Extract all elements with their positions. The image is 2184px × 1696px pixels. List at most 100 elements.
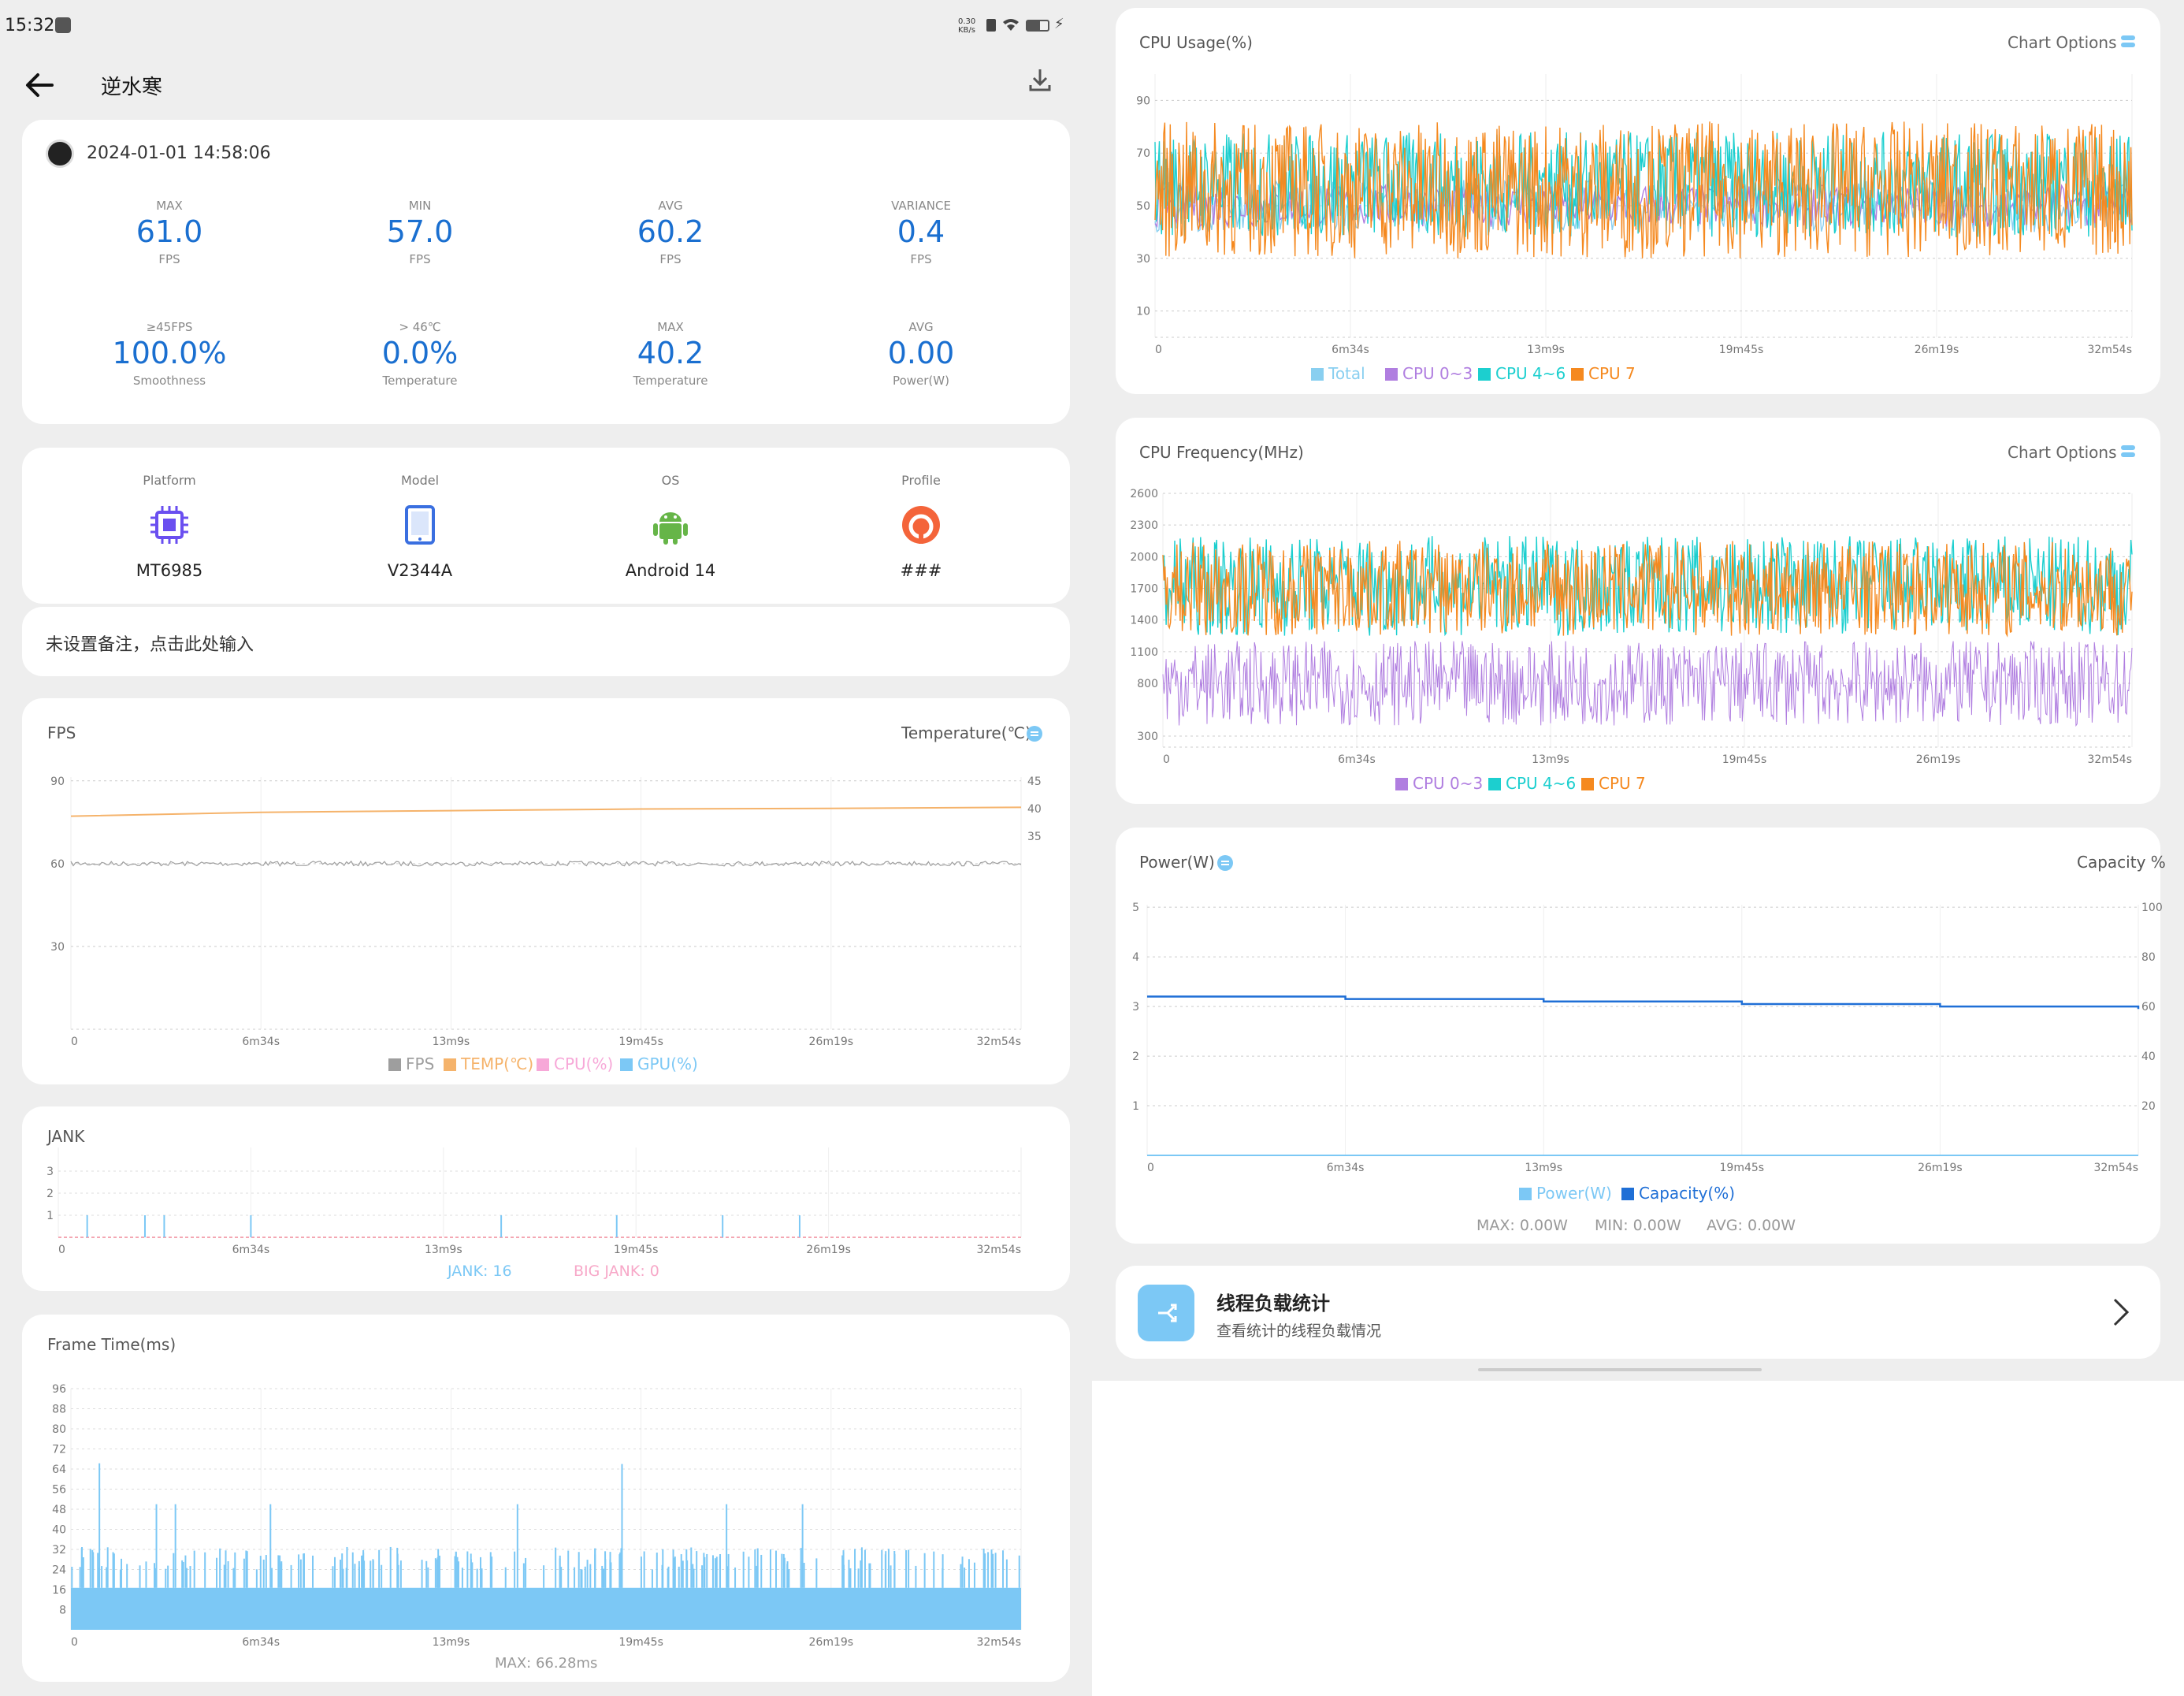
power-avg: AVG: 0.00W bbox=[1707, 1217, 1796, 1234]
y-tick-label: 8 bbox=[59, 1605, 66, 1617]
x-tick-label: 19m45s bbox=[1719, 344, 1764, 356]
jank-count: JANK: 16 bbox=[448, 1263, 512, 1280]
x-tick-label: 13m9s bbox=[1525, 1162, 1562, 1174]
fps-chart: 90 60 30 45 40 35 0 6m34s 13m9s 19m45s 26m19s 32m54… bbox=[50, 775, 1042, 1073]
jank-chart: 3 2 1 0 6m34s 13m9s 19m45s 26m19s 32m54s bbox=[46, 1147, 1022, 1256]
legend-label: Capacity(%) bbox=[1639, 1184, 1735, 1203]
legend-swatch bbox=[1581, 778, 1594, 790]
stat-value: 61.0 bbox=[136, 214, 203, 249]
legend-swatch bbox=[1621, 1188, 1634, 1200]
legend-label: CPU 0~3 bbox=[1402, 364, 1473, 383]
frametime-chart-title: Frame Time(ms) bbox=[47, 1335, 176, 1354]
legend-swatch bbox=[1395, 778, 1408, 790]
cpu03-line bbox=[1162, 641, 2133, 727]
download-icon[interactable] bbox=[1029, 68, 1051, 91]
y-tick-label: 32 bbox=[52, 1544, 66, 1557]
cpu-freq-options-button[interactable]: Chart Options bbox=[2008, 443, 2117, 462]
session-datetime: 2024-01-01 14:58:06 bbox=[87, 143, 271, 163]
x-tick-label: 6m34s bbox=[1327, 1162, 1365, 1174]
legend-swatch bbox=[1385, 368, 1398, 381]
x-tick-label: 26m19s bbox=[806, 1244, 851, 1256]
y-tick-label: 4 bbox=[1132, 951, 1139, 964]
y2-tick-label: 35 bbox=[1027, 831, 1042, 843]
battery-icon bbox=[1026, 20, 1049, 32]
thread-load-card[interactable]: 线程负载统计 查看统计的线程负载情况 bbox=[1116, 1266, 2160, 1359]
y2-tick-label: 20 bbox=[2141, 1100, 2156, 1113]
arrow-left-icon[interactable] bbox=[25, 73, 54, 98]
stat-label: AVG bbox=[908, 320, 934, 334]
y-tick-label: 50 bbox=[1136, 200, 1150, 213]
y-tick-label: 30 bbox=[1136, 253, 1150, 266]
chip-icon bbox=[150, 506, 188, 544]
y-tick-label: 90 bbox=[50, 775, 65, 788]
x-tick-label: 32m54s bbox=[976, 1636, 1021, 1649]
y-tick-label: 56 bbox=[52, 1484, 66, 1497]
fps-chart-card: FPS Temperature(℃) 90 60 30 45 40 35 0 6m34s 13m… bbox=[22, 698, 1070, 1084]
legend-label: CPU 4~6 bbox=[1506, 774, 1576, 793]
options-icon[interactable] bbox=[2121, 444, 2135, 459]
note-field[interactable]: 未设置备注，点击此处输入 bbox=[22, 607, 1070, 676]
stat-label: > 46℃ bbox=[399, 320, 441, 334]
x-tick-label: 19m45s bbox=[614, 1244, 659, 1256]
options-icon[interactable] bbox=[2121, 35, 2135, 49]
x-tick-label: 26m19s bbox=[809, 1636, 854, 1649]
legend-swatch bbox=[620, 1058, 633, 1071]
power-min: MIN: 0.00W bbox=[1595, 1217, 1681, 1234]
x-tick-label: 13m9s bbox=[425, 1244, 462, 1256]
y-tick-label: 16 bbox=[52, 1584, 66, 1597]
y-tick-label: 64 bbox=[52, 1464, 66, 1476]
legend-swatch bbox=[1311, 368, 1324, 381]
stat-unit: FPS bbox=[158, 252, 180, 266]
legend-swatch bbox=[444, 1058, 456, 1071]
jank-chart-card: JANK 3 2 1 0 6m34s 13m9s 19m45s 26m19s 32m54s JA… bbox=[22, 1106, 1070, 1291]
temp-axis-title: Temperature(℃) bbox=[901, 723, 1031, 742]
cpu-usage-options-button[interactable]: Chart Options bbox=[2008, 33, 2117, 52]
stat-value: 57.0 bbox=[386, 214, 454, 249]
x-tick-label: 32m54s bbox=[2087, 753, 2132, 766]
power-toggle-icon[interactable] bbox=[1216, 854, 1234, 872]
x-tick-label: 19m45s bbox=[618, 1636, 663, 1649]
cpu-freq-chart: 2600 2300 2000 1700 1400 1100 800 300 0 6m34s 13m9… bbox=[1130, 488, 2133, 793]
capacity-line bbox=[1147, 995, 2140, 1010]
legend-swatch bbox=[537, 1058, 549, 1071]
x-tick-label: 32m54s bbox=[976, 1244, 1021, 1256]
cpu-usage-title: CPU Usage(%) bbox=[1139, 33, 1253, 52]
x-tick-label: 0 bbox=[71, 1036, 78, 1048]
stat-unit: Smoothness bbox=[132, 374, 206, 388]
stat-label: AVG bbox=[658, 199, 683, 213]
status-time: 15:32 bbox=[5, 16, 55, 35]
chevron-right-icon bbox=[2113, 1298, 2130, 1326]
stat-unit: FPS bbox=[409, 252, 431, 266]
home-indicator bbox=[1478, 1368, 1762, 1371]
x-tick-label: 13m9s bbox=[1527, 344, 1565, 356]
legend-label: CPU 4~6 bbox=[1495, 364, 1566, 383]
stat-label: MAX bbox=[156, 199, 183, 213]
legend-swatch bbox=[388, 1058, 401, 1071]
cpu-usage-card: CPU Usage(%) Chart Options 90 70 50 30 10 0 6m… bbox=[1116, 8, 2160, 394]
legend-swatch bbox=[1488, 778, 1501, 790]
profile-icon bbox=[902, 506, 940, 544]
legend-label: CPU(%) bbox=[554, 1054, 613, 1073]
x-tick-label: 13m9s bbox=[433, 1036, 470, 1048]
x-tick-label: 19m45s bbox=[1722, 753, 1767, 766]
cpu-usage-chart: 90 70 50 30 10 0 6m34s 13m9s 19m45s 26m19s 32m54s T… bbox=[1136, 74, 2133, 383]
x-tick-label: 0 bbox=[1163, 753, 1170, 766]
y-tick-label: 48 bbox=[52, 1504, 66, 1516]
cpu7-line bbox=[1162, 541, 2133, 638]
y-tick-label: 3 bbox=[1132, 1001, 1139, 1014]
x-tick-label: 19m45s bbox=[618, 1036, 663, 1048]
y-tick-label: 2000 bbox=[1130, 551, 1158, 563]
y-tick-label: 5 bbox=[1132, 902, 1139, 914]
y2-tick-label: 60 bbox=[2141, 1001, 2156, 1014]
y-tick-label: 1100 bbox=[1130, 646, 1158, 659]
power-chart: 5 4 3 2 1 100 80 60 40 20 0 6m34s 13m9s 19m45s 26m19s 3… bbox=[1132, 902, 2163, 1203]
temp-toggle-icon[interactable] bbox=[1026, 725, 1043, 742]
thread-load-subtitle: 查看统计的线程负载情况 bbox=[1216, 1322, 1382, 1340]
legend-label: Power(W) bbox=[1536, 1184, 1612, 1203]
y-tick-label: 800 bbox=[1137, 678, 1158, 690]
x-tick-label: 13m9s bbox=[1532, 753, 1569, 766]
android-icon bbox=[653, 512, 688, 545]
tablet-icon bbox=[405, 505, 435, 545]
y-tick-label: 300 bbox=[1137, 731, 1158, 743]
y-tick-label: 10 bbox=[1136, 306, 1150, 318]
